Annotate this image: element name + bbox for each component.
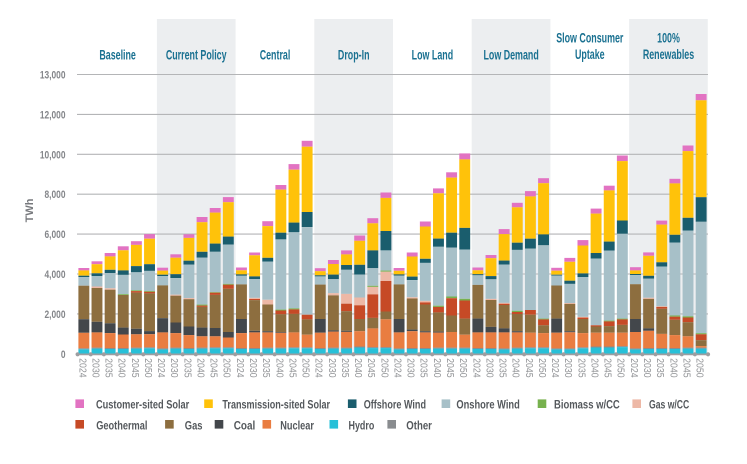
svg-text:2050: 2050 xyxy=(616,358,628,378)
svg-text:2045: 2045 xyxy=(445,358,457,378)
svg-text:2050: 2050 xyxy=(222,358,234,378)
svg-text:Low Land: Low Land xyxy=(412,48,453,64)
svg-text:2035: 2035 xyxy=(182,358,194,378)
svg-text:2040: 2040 xyxy=(353,358,365,378)
svg-text:2035: 2035 xyxy=(419,358,431,378)
svg-text:Gas: Gas xyxy=(185,419,203,432)
svg-text:Baseline: Baseline xyxy=(99,48,136,64)
svg-text:2030: 2030 xyxy=(642,358,654,378)
svg-text:2035: 2035 xyxy=(655,358,667,378)
svg-text:2040: 2040 xyxy=(117,358,129,378)
svg-text:2030: 2030 xyxy=(484,358,496,378)
svg-text:2030: 2030 xyxy=(169,358,181,378)
svg-text:2045: 2045 xyxy=(366,358,378,378)
svg-text:10,000: 10,000 xyxy=(40,149,66,162)
svg-text:2035: 2035 xyxy=(497,358,509,378)
svg-text:Coal: Coal xyxy=(234,420,256,433)
svg-text:Geothermal: Geothermal xyxy=(96,419,147,432)
svg-text:2050: 2050 xyxy=(458,358,470,378)
svg-text:6,000: 6,000 xyxy=(45,229,66,242)
svg-text:2045: 2045 xyxy=(524,358,536,378)
svg-text:2040: 2040 xyxy=(668,358,680,378)
svg-text:2030: 2030 xyxy=(405,358,417,378)
svg-text:13,000: 13,000 xyxy=(40,69,66,82)
svg-text:2045: 2045 xyxy=(287,358,299,378)
svg-text:Low Demand: Low Demand xyxy=(483,48,538,64)
svg-text:2035: 2035 xyxy=(261,358,273,378)
svg-text:2040: 2040 xyxy=(274,358,286,378)
svg-text:12,000: 12,000 xyxy=(40,109,66,122)
svg-text:2024: 2024 xyxy=(235,358,247,378)
svg-text:2024: 2024 xyxy=(471,358,483,378)
svg-text:Onshore Wind: Onshore Wind xyxy=(456,399,519,412)
svg-text:2,000: 2,000 xyxy=(45,309,66,322)
svg-text:100%: 100% xyxy=(657,31,680,47)
svg-text:2030: 2030 xyxy=(563,358,575,378)
svg-text:2030: 2030 xyxy=(248,358,260,378)
svg-text:Customer-sited Solar: Customer-sited Solar xyxy=(96,399,189,412)
svg-text:2024: 2024 xyxy=(392,358,404,378)
svg-text:2050: 2050 xyxy=(694,358,706,378)
svg-text:2035: 2035 xyxy=(340,358,352,378)
svg-text:Nuclear: Nuclear xyxy=(280,419,314,432)
svg-text:2040: 2040 xyxy=(511,358,523,378)
svg-text:Offshore Wind: Offshore Wind xyxy=(364,398,426,412)
svg-text:2024: 2024 xyxy=(314,358,326,378)
svg-text:0: 0 xyxy=(61,349,66,362)
svg-text:2045: 2045 xyxy=(130,358,142,378)
svg-text:2050: 2050 xyxy=(379,358,391,378)
svg-text:2040: 2040 xyxy=(589,358,601,378)
svg-text:Transmission-sited Solar: Transmission-sited Solar xyxy=(222,398,330,412)
svg-text:2024: 2024 xyxy=(550,358,562,378)
svg-text:Other: Other xyxy=(406,419,432,432)
svg-text:2050: 2050 xyxy=(300,358,312,378)
svg-text:2024: 2024 xyxy=(156,358,168,378)
svg-text:2040: 2040 xyxy=(432,358,444,378)
svg-text:2045: 2045 xyxy=(208,358,220,378)
svg-text:2024: 2024 xyxy=(629,358,641,378)
svg-text:Biomass w/CC: Biomass w/CC xyxy=(554,399,620,412)
svg-text:Renewables: Renewables xyxy=(643,47,695,63)
svg-text:Central: Central xyxy=(260,48,291,64)
svg-text:8,000: 8,000 xyxy=(45,189,66,202)
svg-text:Gas w/CC: Gas w/CC xyxy=(649,399,690,412)
svg-text:Hydro: Hydro xyxy=(349,419,375,433)
svg-text:Slow Consumer: Slow Consumer xyxy=(556,31,623,47)
svg-text:Current Policy: Current Policy xyxy=(166,48,227,64)
svg-text:2040: 2040 xyxy=(195,358,207,378)
svg-text:Uptake: Uptake xyxy=(575,47,605,63)
svg-text:2050: 2050 xyxy=(537,358,549,378)
svg-text:TWh: TWh xyxy=(24,198,36,222)
svg-text:2035: 2035 xyxy=(103,358,115,378)
svg-text:2030: 2030 xyxy=(327,358,339,378)
svg-text:2024: 2024 xyxy=(77,358,89,378)
svg-text:4,000: 4,000 xyxy=(45,269,66,282)
svg-text:2045: 2045 xyxy=(681,358,693,378)
svg-text:Drop-In: Drop-In xyxy=(338,48,370,64)
svg-text:2050: 2050 xyxy=(143,358,155,378)
svg-text:2045: 2045 xyxy=(602,358,614,378)
svg-text:2030: 2030 xyxy=(90,358,102,378)
svg-text:2035: 2035 xyxy=(576,358,588,378)
